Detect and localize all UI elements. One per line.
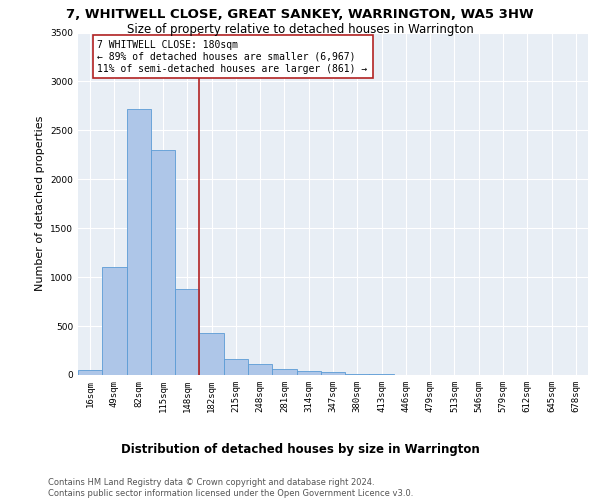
Bar [102, 268, 127, 375]
Text: Contains HM Land Registry data © Crown copyright and database right 2024.
Contai: Contains HM Land Registry data © Crown c… [48, 478, 413, 498]
Bar [296, 370, 321, 375]
Bar [199, 333, 224, 375]
Bar [151, 150, 175, 375]
Bar [127, 109, 151, 375]
Bar [321, 372, 345, 375]
Y-axis label: Number of detached properties: Number of detached properties [35, 116, 44, 292]
Bar [248, 364, 272, 375]
Text: Distribution of detached houses by size in Warrington: Distribution of detached houses by size … [121, 442, 479, 456]
Text: 7, WHITWELL CLOSE, GREAT SANKEY, WARRINGTON, WA5 3HW: 7, WHITWELL CLOSE, GREAT SANKEY, WARRING… [66, 8, 534, 20]
Bar [175, 289, 199, 375]
Bar [370, 374, 394, 375]
Bar [272, 368, 296, 375]
Bar [224, 360, 248, 375]
Bar [345, 374, 370, 375]
Text: 7 WHITWELL CLOSE: 180sqm
← 89% of detached houses are smaller (6,967)
11% of sem: 7 WHITWELL CLOSE: 180sqm ← 89% of detach… [97, 40, 368, 74]
Bar [78, 370, 102, 375]
Text: Size of property relative to detached houses in Warrington: Size of property relative to detached ho… [127, 22, 473, 36]
